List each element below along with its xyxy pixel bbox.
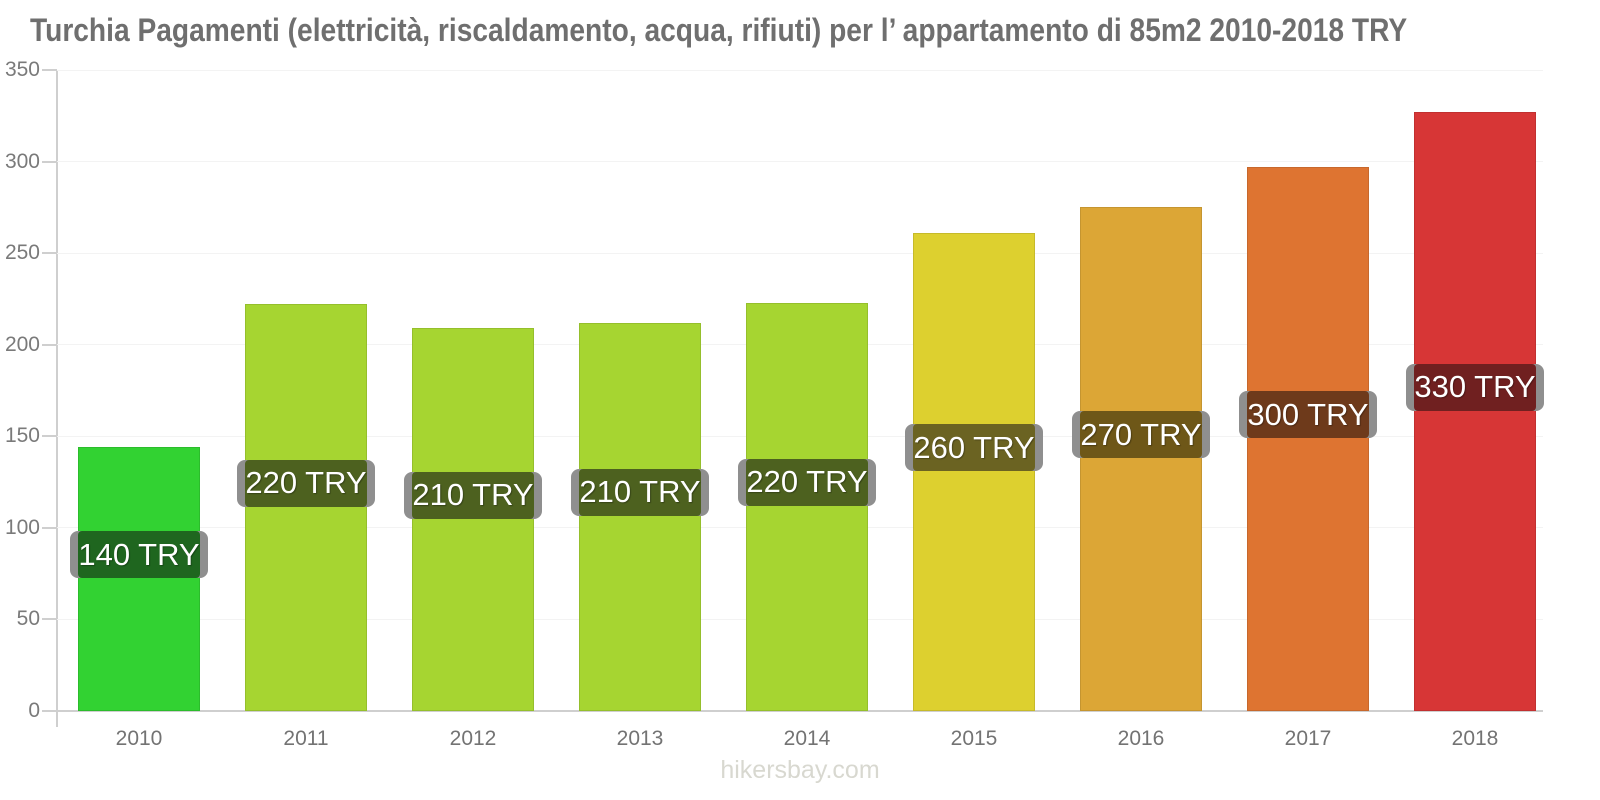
bar-2013[interactable]: 210 TRY [571,322,709,711]
y-axis-label-200: 200 [4,332,40,356]
y-axis-label-50: 50 [16,607,40,631]
gridline-250 [57,252,1543,254]
bar-2018[interactable]: 330 TRY [1406,112,1544,711]
bar-value-label-text: 210 TRY [412,471,534,519]
bar-value-label-2017: 300 TRY [1239,391,1377,439]
y-tick-300 [42,160,57,163]
x-axis-label-2014: 2014 [783,727,831,750]
watermark: hikersbay.com [720,756,880,784]
bar-value-label-2011: 220 TRY [237,459,375,507]
bar-value-label-text: 330 TRY [1414,363,1536,411]
y-axis-label-100: 100 [4,515,40,539]
y-tick-200 [42,343,57,346]
bar-value-label-text: 270 TRY [1080,411,1202,459]
x-axis-label-2016: 2016 [1117,727,1165,750]
bar-2012[interactable]: 210 TRY [404,328,542,711]
y-axis-label-250: 250 [4,241,40,265]
bar-2016[interactable]: 270 TRY [1072,207,1210,711]
y-axis-label-350: 350 [4,58,40,81]
bar-value-label-text: 220 TRY [746,458,868,506]
bar-value-label-text: 210 TRY [579,468,701,516]
x-axis-label-2015: 2015 [950,727,998,750]
x-axis-line [57,710,1543,712]
bar-2015[interactable]: 260 TRY [905,233,1043,711]
y-tick-0 [42,710,57,712]
gridline-350 [57,69,1543,71]
x-axis-label-2010: 2010 [115,727,163,750]
y-axis-label-0: 0 [28,699,40,722]
bar-value-label-text: 300 TRY [1247,391,1369,439]
bar-value-label-text: 220 TRY [245,459,367,507]
y-axis-label-150: 150 [4,424,40,448]
bar-value-label-2016: 270 TRY [1072,411,1210,459]
y-axis-label-300: 300 [4,149,40,173]
y-tick-250 [42,252,57,255]
bar-value-label-2015: 260 TRY [905,424,1043,471]
x-axis-label-2011: 2011 [283,727,329,750]
bar-value-label-2018: 330 TRY [1406,363,1544,411]
bar-value-label-2010: 140 TRY [70,531,208,579]
y-tick-50 [42,618,57,621]
y-axis-line [56,70,58,727]
x-axis-label-2018: 2018 [1451,727,1499,750]
bar-2011[interactable]: 220 TRY [237,304,375,711]
gridline-300 [57,161,1543,163]
bar-2017[interactable]: 300 TRY [1239,167,1377,711]
y-tick-350 [42,69,57,71]
x-axis-label-2012: 2012 [449,727,497,750]
bar-value-label-text: 140 TRY [78,531,200,579]
bar-2010[interactable]: 140 TRY [70,447,208,711]
bar-value-label-text: 260 TRY [913,424,1035,471]
y-tick-100 [42,526,57,529]
y-tick-150 [42,435,57,438]
chart-title: Turchia Pagamenti (elettricità, riscalda… [30,12,1408,48]
bar-2014[interactable]: 220 TRY [738,302,876,711]
bar-value-label-2013: 210 TRY [571,468,709,516]
x-axis-label-2017: 2017 [1284,727,1332,750]
x-axis-label-2013: 2013 [616,727,664,750]
bar-value-label-2014: 220 TRY [738,458,876,506]
bar-value-label-2012: 210 TRY [404,471,542,519]
